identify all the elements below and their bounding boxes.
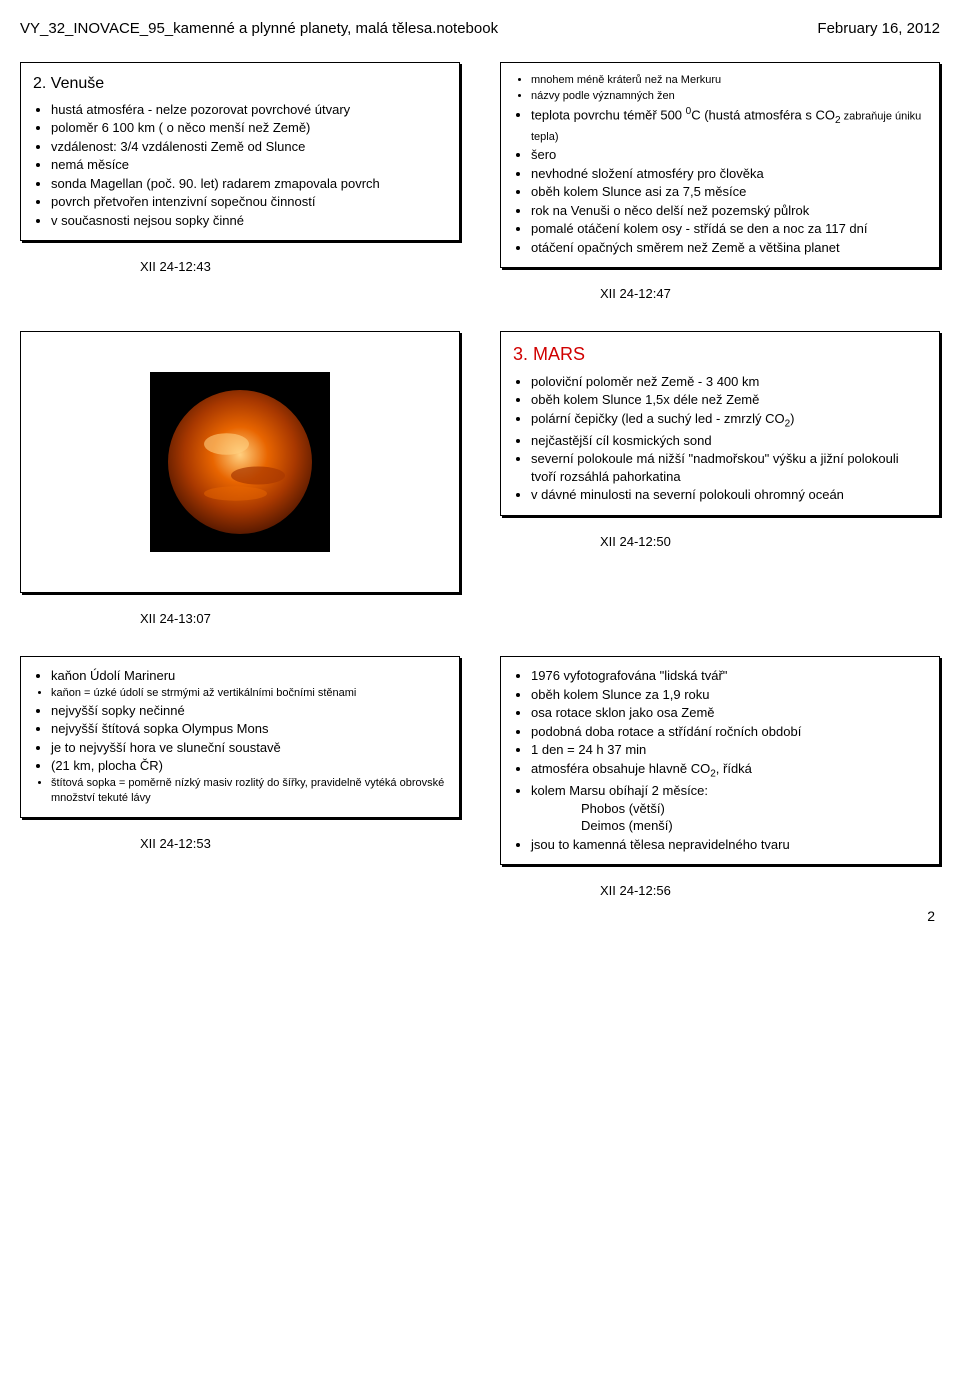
list-item: kolem Marsu obíhají 2 měsíce: Phobos (vě… (531, 782, 927, 835)
moon-label: Phobos (větší) (581, 800, 927, 818)
timestamp: XII 24-12:53 (140, 836, 460, 851)
mars-list-2: kaňon Údolí Marineru kaňon = úzké údolí … (33, 667, 447, 805)
list-item: kaňon Údolí Marineru (51, 667, 447, 685)
mars-box-3: 1976 vyfotografována "lidská tvář" oběh … (500, 656, 940, 865)
list-item: poloviční poloměr než Země - 3 400 km (531, 373, 927, 391)
list-item: pomalé otáčení kolem osy - střídá se den… (531, 220, 927, 238)
venus-box-1: 2. Venuše hustá atmosféra - nelze pozoro… (20, 62, 460, 241)
mars-box-2: kaňon Údolí Marineru kaňon = úzké údolí … (20, 656, 460, 817)
list-item: šero (531, 146, 927, 164)
venus-title: 2. Venuše (33, 73, 447, 95)
mars-box-1: 3. MARS poloviční poloměr než Země - 3 4… (500, 331, 940, 516)
list-item: teplota povrchu téměř 500 0C (hustá atmo… (531, 105, 927, 145)
list-item: oběh kolem Slunce 1,5x déle než Země (531, 391, 927, 409)
list-item: vzdálenost: 3/4 vzdálenosti Země od Slun… (51, 138, 447, 156)
moon-label: Deimos (menší) (581, 817, 927, 835)
list-item: poloměr 6 100 km ( o něco menší než Země… (51, 119, 447, 137)
list-item: sonda Magellan (poč. 90. let) radarem zm… (51, 175, 447, 193)
list-item: nemá měsíce (51, 156, 447, 174)
filename: VY_32_INOVACE_95_kamenné a plynné planet… (20, 20, 498, 37)
list-item: mnohem méně kráterů než na Merkuru (531, 73, 927, 88)
list-item: nejvyšší štítová sopka Olympus Mons (51, 720, 447, 738)
list-item: 1 den = 24 h 37 min (531, 741, 927, 759)
list-item: podobná doba rotace a střídání ročních o… (531, 723, 927, 741)
list-item: oběh kolem Slunce asi za 7,5 měsíce (531, 183, 927, 201)
venus-list-2: mnohem méně kráterů než na Merkuru názvy… (513, 73, 927, 256)
date: February 16, 2012 (817, 20, 940, 37)
list-item: osa rotace sklon jako osa Země (531, 704, 927, 722)
venus-image-box (20, 331, 460, 593)
list-item: atmosféra obsahuje hlavně CO2, řídká (531, 760, 927, 781)
mars-list-1: poloviční poloměr než Země - 3 400 km ob… (513, 373, 927, 504)
timestamp: XII 24-13:07 (140, 611, 460, 626)
venus-box-2: mnohem méně kráterů než na Merkuru názvy… (500, 62, 940, 268)
list-item: nevhodné složení atmosféry pro člověka (531, 165, 927, 183)
venus-icon (150, 372, 330, 552)
timestamp: XII 24-12:47 (600, 286, 940, 301)
list-item: názvy podle významných žen (531, 89, 927, 104)
mars-list-3: 1976 vyfotografována "lidská tvář" oběh … (513, 667, 927, 853)
list-item: štítová sopka = poměrně nízký masiv rozl… (51, 776, 447, 806)
list-item: povrch přetvořen intenzivní sopečnou čin… (51, 193, 447, 211)
list-item: oběh kolem Slunce za 1,9 roku (531, 686, 927, 704)
list-item: hustá atmosféra - nelze pozorovat povrch… (51, 101, 447, 119)
list-item: v současnosti nejsou sopky činné (51, 212, 447, 230)
timestamp: XII 24-12:43 (140, 259, 460, 274)
page-header: VY_32_INOVACE_95_kamenné a plynné planet… (20, 20, 940, 37)
list-item: kaňon = úzké údolí se strmými až vertiká… (51, 686, 447, 701)
page-number: 2 (20, 908, 935, 924)
timestamp: XII 24-12:50 (600, 534, 940, 549)
list-item: severní polokoule má nižší "nadmořskou" … (531, 450, 927, 485)
list-item: v dávné minulosti na severní polokouli o… (531, 486, 927, 504)
list-item: jsou to kamenná tělesa nepravidelného tv… (531, 836, 927, 854)
venus-list-1: hustá atmosféra - nelze pozorovat povrch… (33, 101, 447, 230)
list-item: nejvyšší sopky nečinné (51, 702, 447, 720)
list-item: otáčení opačných směrem než Země a větši… (531, 239, 927, 257)
list-item: je to nejvyšší hora ve sluneční soustavě (51, 739, 447, 757)
mars-title: 3. MARS (513, 342, 927, 366)
list-item: nejčastější cíl kosmických sond (531, 432, 927, 450)
list-item: (21 km, plocha ČR) (51, 757, 447, 775)
timestamp: XII 24-12:56 (600, 883, 940, 898)
list-item: polární čepičky (led a suchý led - zmrzl… (531, 410, 927, 431)
list-item: 1976 vyfotografována "lidská tvář" (531, 667, 927, 685)
list-item: rok na Venuši o něco delší než pozemský … (531, 202, 927, 220)
